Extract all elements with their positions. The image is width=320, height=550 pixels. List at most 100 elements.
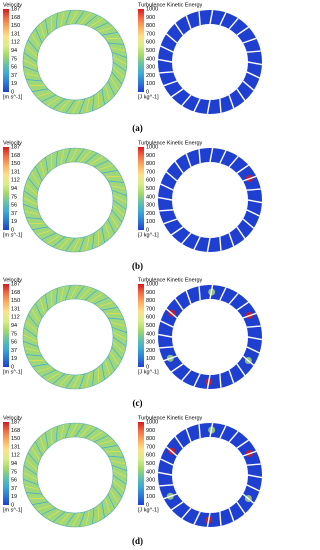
streamline: [22, 334, 38, 343]
legend-tick: 112: [11, 452, 20, 458]
streamline: [65, 374, 76, 389]
blade-gap: [246, 346, 260, 354]
blade-gap: [160, 182, 174, 191]
streamline: [60, 423, 65, 440]
streamline: [36, 504, 52, 510]
streamline: [46, 234, 61, 244]
legend-tick: 100: [146, 81, 155, 87]
streamline: [105, 175, 122, 177]
legend-tick: 0: [11, 89, 14, 95]
streamline: [28, 222, 45, 224]
streamline: [97, 229, 100, 246]
blade-gap: [228, 369, 235, 384]
streamline: [27, 314, 39, 328]
blade-gap: [165, 308, 178, 319]
legend-tick: 1000: [146, 281, 158, 287]
legend-title: Velocity: [3, 2, 22, 8]
legend-tick: 94: [11, 185, 17, 191]
streamline: [27, 452, 39, 465]
streamline: [23, 189, 38, 200]
page: Velocity 187 168 150 131 112 94 75 56 37 19 0 [m s^-…: [3, 2, 263, 546]
blade-gap: [246, 187, 261, 191]
streamline: [104, 497, 111, 514]
blade-gap: [163, 355, 178, 362]
legend-tick: 800: [146, 436, 155, 442]
blade-gap: [185, 427, 192, 442]
streamline: [24, 210, 40, 215]
blade-gap: [247, 198, 263, 203]
legend-tick: 0: [146, 364, 149, 370]
streamline: [35, 165, 43, 181]
streamline: [101, 226, 105, 243]
blade-gap: [228, 292, 239, 305]
tke-ring: [158, 422, 262, 527]
streamline: [111, 71, 123, 85]
streamline: [97, 92, 100, 109]
streamline: [26, 79, 43, 82]
blade-gap: [236, 500, 246, 514]
streamline: [69, 147, 78, 162]
streamline: [31, 33, 41, 48]
streamline: [35, 440, 43, 456]
legend-tick: 94: [11, 460, 17, 466]
blade-gap: [185, 152, 192, 167]
streamline: [84, 152, 98, 164]
legend-tick: 700: [146, 31, 155, 37]
blade-gap: [174, 160, 184, 174]
ring-outline: [36, 23, 114, 101]
velocity-ring: [23, 147, 127, 252]
streamline: [52, 235, 66, 247]
streamline: [101, 501, 105, 518]
legend-tick: 75: [11, 56, 17, 62]
legend-unit: [m s^-1]: [3, 369, 23, 375]
legend-tick: 19: [11, 81, 17, 87]
streamline: [85, 372, 90, 388]
legend-tick: 900: [146, 15, 155, 21]
blade-gap: [209, 284, 214, 300]
legend-tick: 19: [11, 219, 17, 225]
blade-gap: [193, 98, 201, 112]
streamline: [84, 289, 98, 301]
streamline: [74, 423, 85, 437]
blade-gap: [163, 492, 178, 499]
streamline: [79, 149, 92, 163]
streamline: [107, 180, 124, 183]
legend-tick: 94: [11, 323, 17, 329]
blade-gap: [206, 237, 211, 252]
streamline: [111, 189, 127, 196]
streamline: [45, 294, 49, 311]
legend-tick: 400: [146, 469, 155, 475]
legend-tick: 900: [146, 427, 155, 433]
blade-gap: [246, 71, 260, 79]
legend-tick: 500: [146, 185, 155, 191]
streamline: [111, 464, 127, 471]
streamline: [104, 360, 111, 376]
streamline: [69, 422, 78, 437]
streamline: [52, 98, 66, 110]
ring-outline: [22, 147, 128, 252]
streamline: [55, 288, 58, 305]
legend-tick: 131: [11, 306, 20, 312]
legend-tick: 168: [11, 290, 20, 296]
streamline: [110, 322, 126, 327]
legend-tick: 0: [11, 502, 14, 508]
streamline: [55, 425, 58, 442]
streamline: [64, 147, 72, 163]
legend-tick: 56: [11, 340, 17, 346]
blade-gap: [165, 33, 178, 44]
legend-tick: 0: [11, 227, 14, 233]
streamline: [107, 218, 115, 234]
legend-tick: 600: [146, 177, 155, 183]
legend-unit: [J kg^-1]: [138, 94, 159, 100]
streamline: [58, 374, 71, 387]
figure: Velocity 187 168 150 131 112 94 75 56 37 19 0 [m s^-…: [3, 2, 263, 546]
legend-tick: 700: [146, 169, 155, 175]
legend-title: Turbulence Kinetic Energy: [138, 2, 203, 8]
streamline: [109, 213, 119, 228]
legend-tick: 187: [11, 419, 20, 425]
blade-gap: [198, 286, 201, 301]
streamline: [107, 317, 124, 320]
streamline: [69, 9, 78, 25]
legend-tick: 75: [11, 331, 17, 337]
